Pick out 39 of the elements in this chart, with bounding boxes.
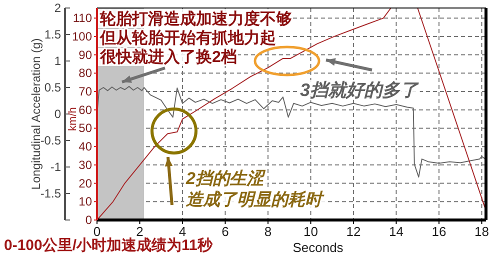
text: 0-100公里/小时加速成绩为11秒 <box>4 237 214 254</box>
y-tick-label: -1 <box>50 160 62 174</box>
y2-tick-label: 10 <box>78 194 92 209</box>
y2-tick-label: 0 <box>85 213 92 227</box>
x-axis-title: Seconds <box>292 240 344 255</box>
x-tick-label: 12 <box>346 224 361 239</box>
y2-tick-label: 30 <box>78 158 92 172</box>
annotation: 造成了明显的耗时 <box>185 190 325 209</box>
x-tick-label: 0 <box>93 224 101 239</box>
y2-tick-label: 60 <box>78 102 92 117</box>
y2-tick-label: 100 <box>72 29 92 44</box>
annotation: 2挡的生涩 <box>185 169 266 188</box>
x-tick-label: 4 <box>178 224 186 239</box>
y-tick-label: 2 <box>54 1 62 15</box>
y-tick-label: -1.5 <box>40 186 62 200</box>
y-tick-label: 1.5 <box>44 28 62 42</box>
y2-tick-label: 90 <box>78 48 92 62</box>
x-tick-label: 2 <box>136 224 144 239</box>
y2-tick-label: 50 <box>78 121 92 136</box>
annotation: 3挡就好的多了 <box>300 80 420 100</box>
y-tick-label: 0 <box>54 107 62 121</box>
x-tick-label: 8 <box>264 224 272 239</box>
y2-axis-title: km/h <box>67 107 79 131</box>
x-tick-label: 16 <box>432 224 446 239</box>
y-tick-label: 1 <box>54 54 62 68</box>
y2-tick-label: 80 <box>78 66 92 80</box>
annotation: 但从轮胎开始有抓地力起 <box>99 29 276 47</box>
x-tick-label: 18 <box>474 224 489 239</box>
y-tick-label: -0.5 <box>40 134 62 148</box>
y-tick-label: 0.5 <box>44 80 62 94</box>
annotation: 轮胎打滑造成加速力度不够 <box>99 9 292 28</box>
y2-tick-label: 20 <box>78 176 92 190</box>
annotation: 很快就进入了换2档 <box>99 48 237 66</box>
x-tick-label: 10 <box>304 224 318 239</box>
y2-tick-label: 110 <box>72 11 92 26</box>
x-tick-label: 14 <box>388 224 404 239</box>
y2-tick-label: 40 <box>78 140 92 154</box>
y2-tick-label: 70 <box>78 84 92 99</box>
x-tick-label: 6 <box>222 224 229 239</box>
